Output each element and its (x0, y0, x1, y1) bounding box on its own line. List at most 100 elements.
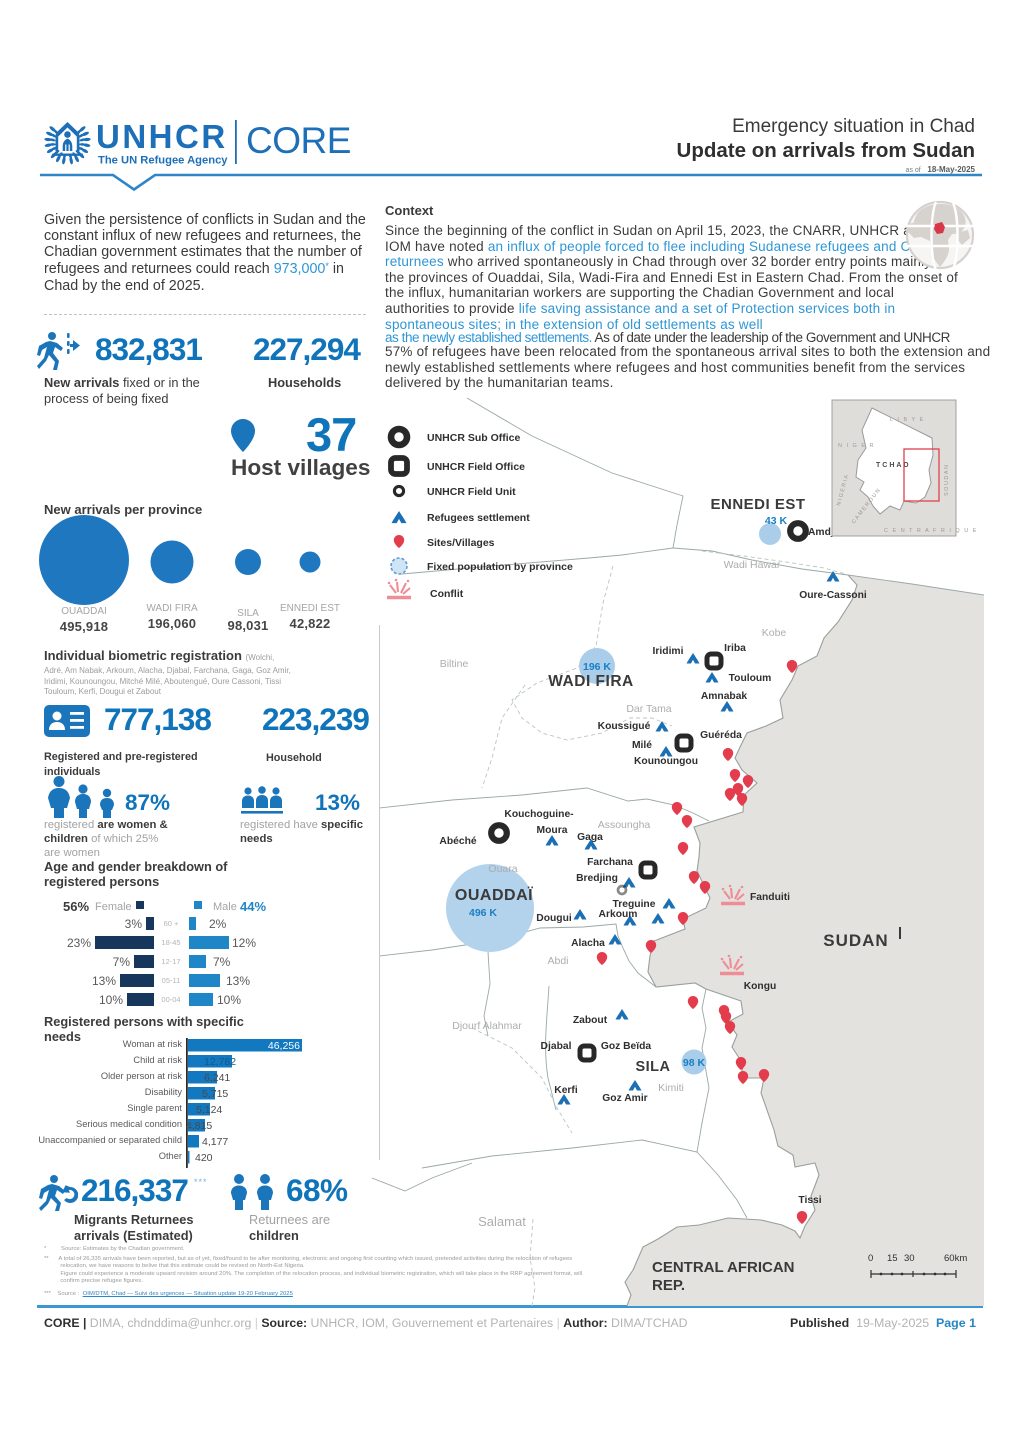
svg-text:23%: 23% (67, 936, 91, 950)
svg-text:196 K: 196 K (583, 661, 611, 673)
svg-text:18-45: 18-45 (161, 938, 180, 947)
svg-text:Serious medical condition: Serious medical condition (76, 1119, 182, 1129)
svg-text:Oure-Cassoni: Oure-Cassoni (799, 590, 867, 601)
svg-text:UNHCR: UNHCR (96, 118, 228, 155)
svg-text:496 K: 496 K (469, 907, 497, 919)
svg-text:Tissi: Tissi (798, 1195, 821, 1206)
svg-text:Moura: Moura (537, 825, 568, 836)
svg-text:REP.: REP. (652, 1277, 685, 1294)
svg-text:60 +: 60 + (164, 919, 179, 928)
svg-text:30: 30 (904, 1253, 915, 1264)
svg-text:Bredjing: Bredjing (576, 873, 618, 884)
svg-text:ENNEDI EST: ENNEDI EST (280, 603, 340, 614)
svg-text:05-11: 05-11 (162, 976, 181, 985)
svg-text:Milé: Milé (632, 740, 652, 751)
svg-text:Djabal: Djabal (541, 1041, 572, 1052)
svg-text:98 K: 98 K (683, 1057, 706, 1069)
svg-text:Fanduiti: Fanduiti (750, 892, 790, 903)
svg-text:Disability: Disability (145, 1087, 183, 1097)
svg-text:6,241: 6,241 (204, 1072, 230, 1084)
svg-text:Single parent: Single parent (127, 1103, 182, 1113)
svg-text:46,256: 46,256 (268, 1040, 300, 1052)
svg-text:SUDAN: SUDAN (823, 931, 888, 950)
svg-text:5,715: 5,715 (202, 1088, 228, 1100)
svg-text:Woman at risk: Woman at risk (123, 1039, 183, 1049)
svg-text:SOUDAN: SOUDAN (944, 463, 950, 496)
svg-text:43 K: 43 K (765, 515, 788, 527)
svg-text:Iriba: Iriba (724, 643, 746, 654)
svg-text:3%: 3% (125, 917, 143, 931)
svg-text:Zabout: Zabout (573, 1015, 608, 1026)
svg-text:Alacha: Alacha (571, 938, 605, 949)
svg-text:ENNEDI EST: ENNEDI EST (710, 496, 805, 513)
svg-text:The UN Refugee Agency: The UN Refugee Agency (98, 155, 228, 167)
svg-text:13%: 13% (92, 974, 116, 988)
svg-text:UNHCR Sub Office: UNHCR Sub Office (427, 432, 520, 444)
svg-text:WADI FIRA: WADI FIRA (146, 603, 198, 614)
svg-text:Kounoungou: Kounoungou (634, 756, 698, 767)
svg-text:56%: 56% (63, 899, 89, 914)
svg-text:Goz Beïda: Goz Beïda (601, 1041, 652, 1052)
svg-text:Sites/Villages: Sites/Villages (427, 537, 495, 549)
svg-text:420: 420 (195, 1152, 213, 1164)
svg-text:7%: 7% (113, 955, 131, 969)
svg-text:OUADDAI: OUADDAI (61, 606, 107, 617)
svg-text:10%: 10% (217, 993, 241, 1007)
svg-text:Gaga: Gaga (577, 832, 603, 843)
svg-text:Ouara: Ouara (488, 863, 517, 875)
svg-text:Kimiti: Kimiti (658, 1082, 684, 1094)
svg-text:Koussigué: Koussigué (598, 721, 651, 732)
svg-text:196,060: 196,060 (148, 616, 196, 631)
svg-text:CENTRAL AFRICAN: CENTRAL AFRICAN (652, 1259, 795, 1276)
svg-text:N I G E R: N I G E R (838, 443, 875, 449)
svg-text:4,177: 4,177 (202, 1136, 228, 1148)
svg-text:C E N T R A F R I Q U E: C E N T R A F R I Q U E (884, 528, 978, 534)
svg-text:44%: 44% (240, 899, 266, 914)
svg-text:7%: 7% (213, 955, 231, 969)
svg-text:10%: 10% (99, 993, 123, 1007)
svg-text:WADI FIRA: WADI FIRA (548, 673, 633, 690)
svg-text:Treguine: Treguine (613, 899, 656, 910)
svg-text:UNHCR Field Unit: UNHCR Field Unit (427, 486, 516, 498)
svg-text:Female: Female (95, 901, 132, 913)
svg-text:Kerfi: Kerfi (554, 1085, 578, 1096)
svg-text:5,124: 5,124 (196, 1104, 222, 1116)
svg-text:Older person at risk: Older person at risk (101, 1071, 182, 1081)
svg-text:Salamat: Salamat (478, 1214, 526, 1229)
svg-text:L I B Y E: L I B Y E (890, 417, 925, 423)
svg-text:15: 15 (887, 1253, 898, 1264)
svg-text:UNHCR Field Office: UNHCR Field Office (427, 461, 525, 473)
svg-text:Djourf Alahmar: Djourf Alahmar (452, 1020, 522, 1032)
svg-text:0: 0 (868, 1253, 873, 1264)
svg-text:12-17: 12-17 (161, 957, 180, 966)
svg-text:Guéréda: Guéréda (700, 730, 742, 741)
svg-text:Dougui: Dougui (536, 913, 572, 924)
svg-text:Iridimi: Iridimi (653, 646, 684, 657)
svg-text:Fixed population by province: Fixed population by province (427, 561, 573, 573)
svg-text:Wadi Hawar: Wadi Hawar (724, 559, 781, 571)
svg-text:00-04: 00-04 (161, 995, 180, 1004)
svg-text:Child at risk: Child at risk (133, 1055, 182, 1065)
svg-text:Biltine: Biltine (440, 658, 469, 670)
svg-text:Assoungha: Assoungha (598, 819, 651, 831)
svg-text:Kouchoguine-: Kouchoguine- (504, 809, 574, 820)
svg-text:TCHAD: TCHAD (876, 462, 911, 469)
svg-text:Kobe: Kobe (762, 627, 787, 639)
svg-text:Abéché: Abéché (439, 836, 476, 847)
svg-text:60km: 60km (944, 1253, 967, 1264)
svg-text:Other: Other (159, 1151, 182, 1161)
svg-text:12%: 12% (232, 936, 256, 950)
svg-text:13%: 13% (226, 974, 250, 988)
svg-text:Unaccompanied or separated chi: Unaccompanied or separated child (38, 1135, 182, 1145)
svg-text:Conflit: Conflit (430, 588, 464, 600)
svg-text:SILA: SILA (635, 1059, 670, 1075)
svg-text:12,782: 12,782 (204, 1056, 236, 1068)
svg-text:Abdi: Abdi (547, 955, 568, 967)
svg-text:2%: 2% (209, 917, 227, 931)
svg-text:42,822: 42,822 (290, 616, 331, 631)
svg-text:CORE: CORE (246, 120, 351, 161)
svg-text:SILA: SILA (237, 608, 259, 619)
svg-text:4,815: 4,815 (186, 1120, 212, 1132)
svg-text:495,918: 495,918 (60, 619, 108, 634)
svg-text:Amnabak: Amnabak (701, 691, 748, 702)
